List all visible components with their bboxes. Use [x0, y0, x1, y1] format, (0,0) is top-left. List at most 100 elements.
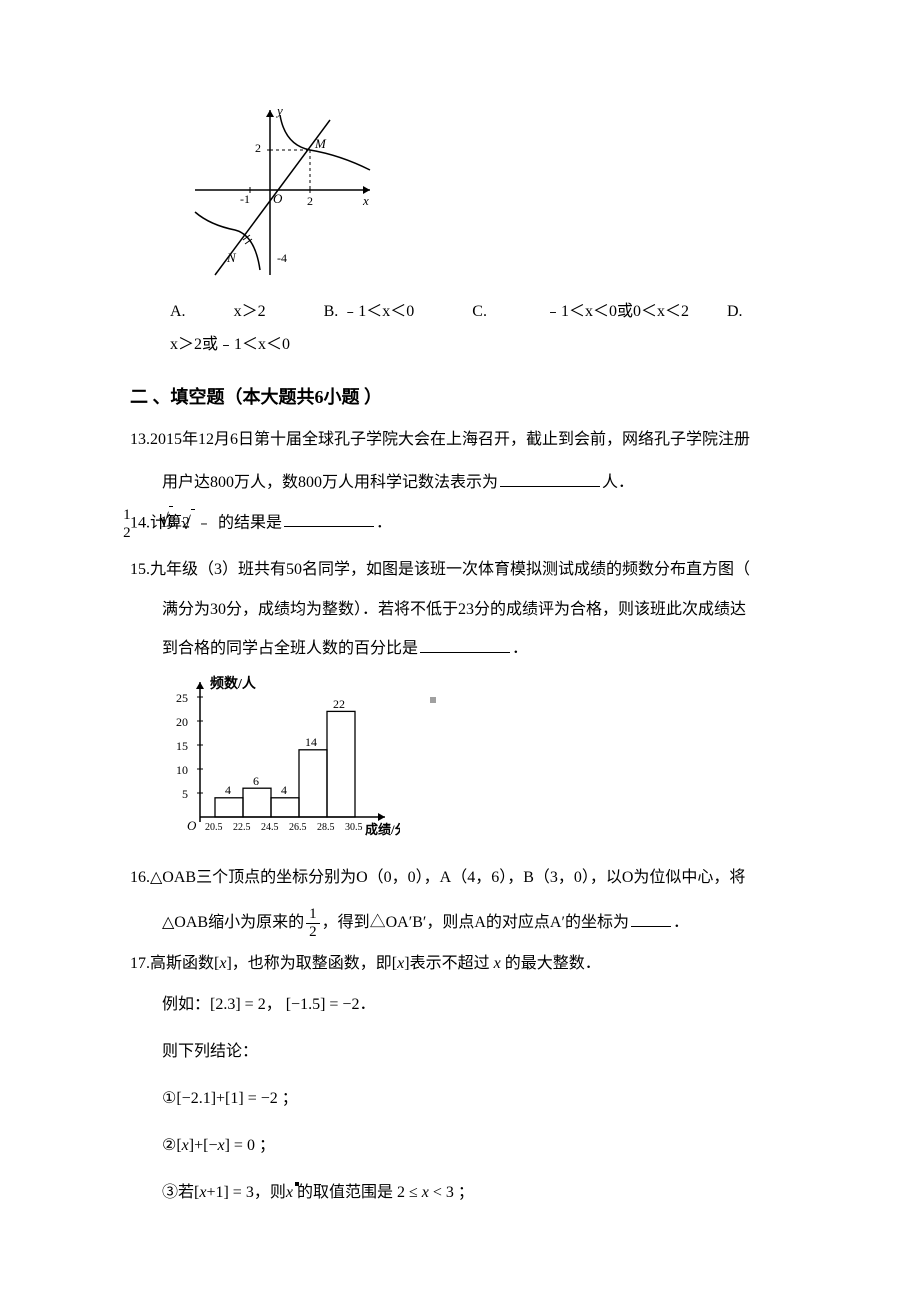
- q16-blank: [631, 907, 671, 927]
- q15-text2: 满分为30分，成绩均为整数）．若将不低于23分的成绩评为合格，则该班此次成绩达: [162, 601, 746, 618]
- q17-item3-mid: ，则: [254, 1184, 286, 1201]
- q13-text3: 人．: [602, 474, 634, 491]
- svg-text:6: 6: [253, 774, 259, 788]
- q15-text1: 九年级（3）班共有50名同学，如图是该班一次体育模拟测试成绩的频数分布直方图（: [150, 561, 750, 578]
- q17-item3-end: ；: [458, 1184, 474, 1201]
- svg-text:5: 5: [182, 787, 188, 801]
- q17-intro-suffix: 表示不超过: [410, 955, 490, 972]
- x-tick-2: 2: [307, 194, 313, 208]
- point-n: N: [226, 250, 237, 265]
- y-tick-neg4: -4: [277, 251, 287, 265]
- q17-bracket2: [x]: [392, 955, 410, 972]
- q17-item1-end: ；: [282, 1090, 298, 1107]
- q17-ex1: [2.3] = 2: [210, 996, 266, 1013]
- q17-conclusion-label: 则下列结论：: [130, 1038, 860, 1067]
- histogram: 25 20 15 10 5 4 6 4 14 22 20.5 22.5 24.5…: [170, 672, 860, 851]
- q15-period: ．: [512, 640, 528, 657]
- question-15-cont2: 到合格的同学占全班人数的百分比是 ．: [130, 633, 860, 662]
- side-dot: [430, 697, 436, 703]
- q16-frac: 12: [306, 906, 320, 941]
- svg-text:15: 15: [176, 739, 188, 753]
- choice-d-text: x＞2或﹣1＜x＜0: [170, 336, 290, 353]
- question-13: 13.2015年12月6日第十届全球孔子学院大会在上海召开，截止到会前，网络孔子…: [130, 427, 860, 453]
- question-14: 14.计算212﹣18的结果是．: [130, 506, 860, 542]
- q17-ex-prefix: 例如：: [162, 996, 210, 1013]
- svg-text:28.5: 28.5: [317, 822, 335, 833]
- svg-text:22.5: 22.5: [233, 822, 251, 833]
- q17-ex-comma: ，: [266, 996, 282, 1013]
- svg-text:30.5: 30.5: [345, 822, 363, 833]
- q17-ex2: [−1.5] = −2: [286, 996, 360, 1013]
- q17-item3-label: ③若: [162, 1184, 194, 1201]
- q17-bracket1: [x]: [214, 955, 232, 972]
- question-15: 15.九年级（3）班共有50名同学，如图是该班一次体育模拟测试成绩的频数分布直方…: [130, 557, 860, 583]
- svg-text:14: 14: [305, 735, 317, 749]
- svg-text:22: 22: [333, 697, 345, 711]
- q17-item1: ①[−2.1]+[1] = −2 ；: [130, 1085, 860, 1114]
- question-16: 16.△OAB三个顶点的坐标分别为O（0，0），A（4，6），B（3，0），以O…: [130, 865, 860, 891]
- svg-text:10: 10: [176, 763, 188, 777]
- q16-text2-prefix: △OAB缩小为原来的: [162, 914, 304, 931]
- choice-c-text: ﹣1＜x＜0或0＜x＜2: [545, 303, 689, 320]
- q14-minus: ﹣: [196, 514, 212, 531]
- q15-text3: 到合格的同学占全班人数的百分比是: [162, 640, 418, 657]
- choice-a-text: x＞2: [234, 303, 266, 320]
- y-axis-label: y: [275, 103, 283, 118]
- q17-item3-var: x: [286, 1184, 293, 1201]
- svg-text:4: 4: [281, 783, 287, 797]
- x-tick-neg1: -1: [240, 192, 250, 206]
- q17-intro-prefix: 高斯函数: [150, 955, 214, 972]
- q17-item2-label: ②: [162, 1137, 176, 1154]
- svg-text:24.5: 24.5: [261, 822, 279, 833]
- q13-num: 13.: [130, 431, 150, 448]
- svg-text:26.5: 26.5: [289, 822, 307, 833]
- q17-intro-end: 的最大整数．: [505, 955, 601, 972]
- section-2-title: 二 、填空题（本大题共6小题 ）: [130, 383, 860, 412]
- svg-text:4: 4: [225, 783, 231, 797]
- q17-item2-end: ；: [259, 1137, 275, 1154]
- q14-period: ．: [376, 514, 392, 531]
- q17-item1-label: ①: [162, 1090, 176, 1107]
- svg-text:频数/人: 频数/人: [210, 675, 257, 692]
- q14-suffix: 的结果是: [218, 514, 282, 531]
- q17-example: 例如：[2.3] = 2， [−1.5] = −2．: [130, 991, 860, 1020]
- q16-text1: △OAB三个顶点的坐标分别为O（0，0），A（4，6），B（3，0），以O为位似…: [150, 869, 745, 886]
- q16-text2-suffix: ，得到△OA′B′，则点A的对应点A′的坐标为: [322, 914, 629, 931]
- choice-a-label: A.: [170, 303, 186, 320]
- q17-intro-mid: ，也称为取整函数，即: [232, 955, 392, 972]
- q17-item3-expr2: 2 ≤ x < 3: [393, 1184, 458, 1201]
- point-m: M: [314, 136, 327, 151]
- svg-text:20: 20: [176, 715, 188, 729]
- origin-label: O: [273, 191, 283, 206]
- q15-blank: [420, 633, 510, 653]
- q17-ex-period: ．: [359, 996, 375, 1013]
- q17-item2-expr: [x]+[−x] = 0: [176, 1137, 255, 1154]
- svg-text:25: 25: [176, 691, 188, 705]
- q17-var-x: x: [494, 955, 501, 972]
- q14-sqrt2: 18: [213, 509, 217, 538]
- answer-choices: A. x＞2 B. ﹣1＜x＜0 C. ﹣1＜x＜0或0＜x＜2 D. x＞2或…: [170, 299, 860, 358]
- choice-d-label: D.: [727, 303, 743, 320]
- q17-item1-expr: [−2.1]+[1] = −2: [176, 1090, 277, 1107]
- svg-text:成绩/分: 成绩/分: [365, 822, 400, 837]
- y-tick-2: 2: [255, 141, 261, 155]
- q17-item3-expr1: [x+1] = 3: [194, 1184, 254, 1201]
- q17-item2: ②[x]+[−x] = 0 ；: [130, 1132, 860, 1161]
- q16-period: ．: [673, 914, 689, 931]
- q17-item3: ③若[x+1] = 3，则x 的取值范围是 2 ≤ x < 3 ；: [130, 1179, 860, 1208]
- x-axis-label: x: [362, 193, 369, 208]
- svg-text:20.5: 20.5: [205, 822, 223, 833]
- question-13-cont: 用户达800万人，数800万人用科学记数法表示为人．: [130, 467, 860, 496]
- q13-text1: 2015年12月6日第十届全球孔子学院大会在上海召开，截止到会前，网络孔子学院注…: [150, 431, 750, 448]
- question-15-cont1: 满分为30分，成绩均为整数）．若将不低于23分的成绩评为合格，则该班此次成绩达: [130, 597, 860, 623]
- q16-num: 16.: [130, 869, 150, 886]
- q15-num: 15.: [130, 561, 150, 578]
- q17-num: 17.: [130, 955, 150, 972]
- choice-b-label: B.: [324, 303, 339, 320]
- function-graph: y 2 -1 O 2 x M -4 N: [185, 100, 860, 289]
- svg-text:O: O: [187, 818, 197, 833]
- q17-item3-mid2: 的取值范围是: [297, 1184, 393, 1201]
- question-17: 17.高斯函数[x]，也称为取整函数，即[x]表示不超过 x 的最大整数．: [130, 951, 860, 977]
- choice-c-label: C.: [472, 303, 487, 320]
- question-16-cont: △OAB缩小为原来的12，得到△OA′B′，则点A的对应点A′的坐标为 ．: [130, 906, 860, 941]
